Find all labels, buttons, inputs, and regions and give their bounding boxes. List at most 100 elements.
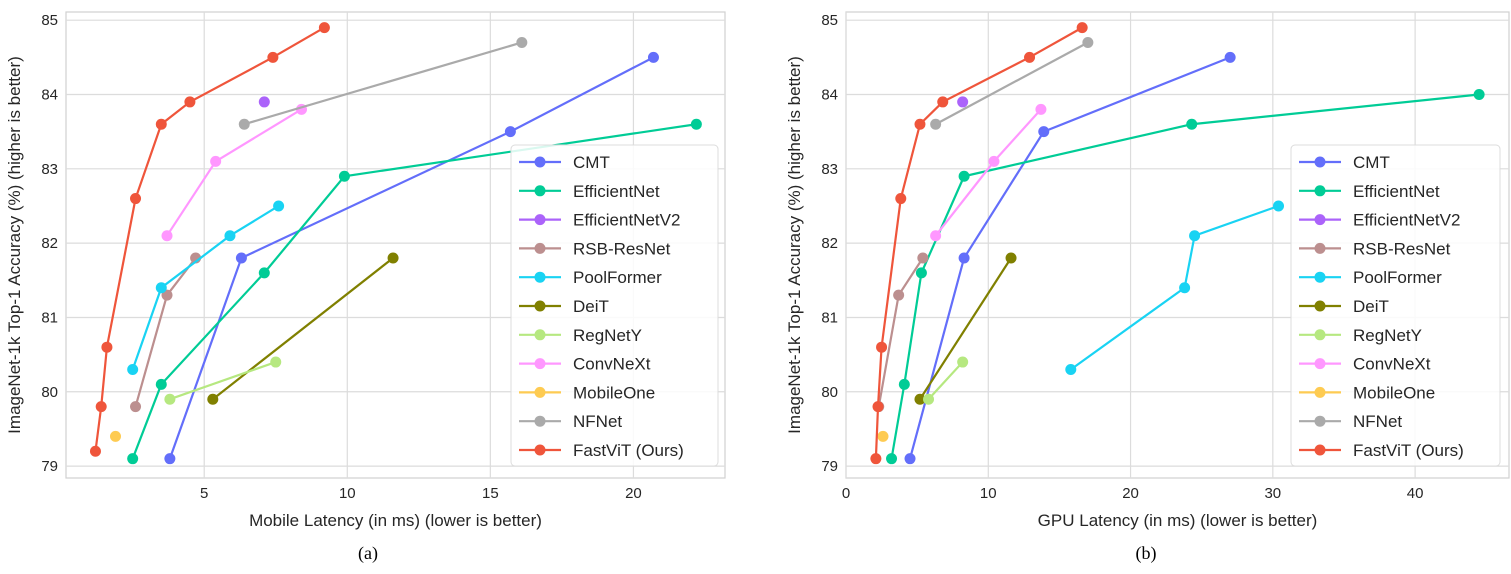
legend-label: EfficientNet	[1353, 182, 1440, 201]
legend-item: FastViT (Ours)	[519, 441, 684, 460]
data-point	[915, 267, 927, 279]
legend-item: FastViT (Ours)	[1299, 441, 1464, 460]
series-cmt	[164, 51, 659, 465]
x-axis-label: Mobile Latency (in ms) (lower is better)	[249, 511, 542, 530]
series-line	[927, 361, 964, 400]
legend-label: EfficientNetV2	[1353, 211, 1460, 230]
legend-item: RegNetY	[1299, 326, 1422, 345]
legend-marker	[534, 300, 546, 312]
data-point	[1273, 200, 1285, 212]
y-tick-label: 80	[821, 384, 838, 401]
x-tick-label: 10	[980, 485, 997, 502]
legend-label: PoolFormer	[1353, 268, 1442, 287]
data-point	[886, 453, 898, 465]
legend-marker	[1314, 185, 1326, 197]
legend-item: NFNet	[519, 412, 622, 431]
legend-item: CMT	[1299, 153, 1390, 172]
data-point	[155, 378, 167, 390]
data-point	[937, 96, 949, 108]
data-point	[273, 200, 285, 212]
legend-item: PoolFormer	[519, 268, 662, 287]
legend-marker	[534, 271, 546, 283]
data-point	[110, 430, 122, 442]
legend-label: PoolFormer	[573, 268, 662, 287]
data-point	[647, 51, 659, 63]
legend-item: MobileOne	[1299, 383, 1435, 402]
data-point	[914, 118, 926, 130]
x-tick-label: 20	[1122, 485, 1139, 502]
legend-marker	[1314, 214, 1326, 226]
y-tick-label: 82	[41, 235, 58, 252]
data-point	[130, 193, 142, 205]
legend-label: NFNet	[1353, 412, 1402, 431]
series-line	[908, 56, 1231, 459]
legend-item: EfficientNetV2	[519, 211, 680, 230]
data-point	[958, 252, 970, 264]
series-mobileone	[877, 430, 889, 442]
series-rsb-resnet	[873, 252, 929, 413]
x-tick-label: 5	[200, 485, 208, 502]
legend-item: RSB-ResNet	[1299, 239, 1451, 258]
data-point	[1038, 126, 1050, 138]
series-line	[243, 41, 523, 126]
y-tick-label: 83	[41, 161, 58, 178]
legend-label: DeiT	[1353, 297, 1389, 316]
data-point	[876, 341, 888, 353]
data-point	[930, 230, 942, 242]
legend: CMT EfficientNet EfficientNetV2 RSB-ResNet P…	[510, 144, 719, 467]
data-point	[161, 230, 173, 242]
y-tick-label: 79	[41, 458, 58, 475]
y-tick-label: 84	[821, 86, 838, 103]
x-tick-label: 30	[1264, 485, 1281, 502]
legend-marker	[534, 444, 546, 456]
legend-label: CMT	[1353, 153, 1390, 172]
series-mobileone	[110, 430, 122, 442]
data-point	[318, 22, 330, 34]
legend-label: ConvNeXt	[573, 355, 651, 374]
data-point	[923, 393, 935, 405]
data-point	[914, 393, 926, 405]
legend: CMT EfficientNet EfficientNetV2 RSB-ResNet P…	[1290, 144, 1501, 467]
legend-label: EfficientNetV2	[573, 211, 680, 230]
data-point	[89, 445, 101, 457]
data-point	[184, 96, 196, 108]
data-point	[904, 453, 916, 465]
y-tick-label: 83	[821, 161, 838, 178]
legend-marker	[534, 415, 546, 427]
data-point	[1179, 282, 1191, 294]
series-efficientnetv2	[957, 96, 969, 108]
legend-marker	[1314, 300, 1326, 312]
data-point	[917, 252, 929, 264]
data-point	[1035, 103, 1047, 115]
legend-label: RSB-ResNet	[573, 239, 671, 258]
series-poolformer	[127, 200, 285, 375]
series-regnety	[923, 356, 969, 405]
series-deit	[207, 252, 399, 405]
legend-item: EfficientNet	[1299, 182, 1440, 201]
legend-label: NFNet	[573, 412, 622, 431]
data-point	[957, 96, 969, 108]
data-point	[207, 393, 219, 405]
legend-marker	[1314, 358, 1326, 370]
series-rsb-resnet	[130, 252, 202, 413]
y-tick-label: 81	[41, 309, 58, 326]
legend-box	[510, 144, 719, 467]
data-point	[235, 252, 247, 264]
data-point	[164, 453, 176, 465]
data-point	[895, 193, 907, 205]
data-point	[877, 430, 889, 442]
data-point	[267, 51, 279, 63]
legend-item: PoolFormer	[1299, 268, 1442, 287]
data-point	[387, 252, 399, 264]
y-tick-label: 80	[41, 384, 58, 401]
series-line	[169, 361, 277, 401]
data-point	[161, 289, 173, 301]
data-point	[893, 289, 905, 301]
legend-item: ConvNeXt	[519, 355, 651, 374]
series-line	[935, 41, 1089, 126]
data-point	[270, 356, 282, 368]
legend-item: DeiT	[1299, 297, 1389, 316]
data-point	[224, 230, 236, 242]
data-point	[1224, 51, 1236, 63]
data-point	[101, 341, 113, 353]
